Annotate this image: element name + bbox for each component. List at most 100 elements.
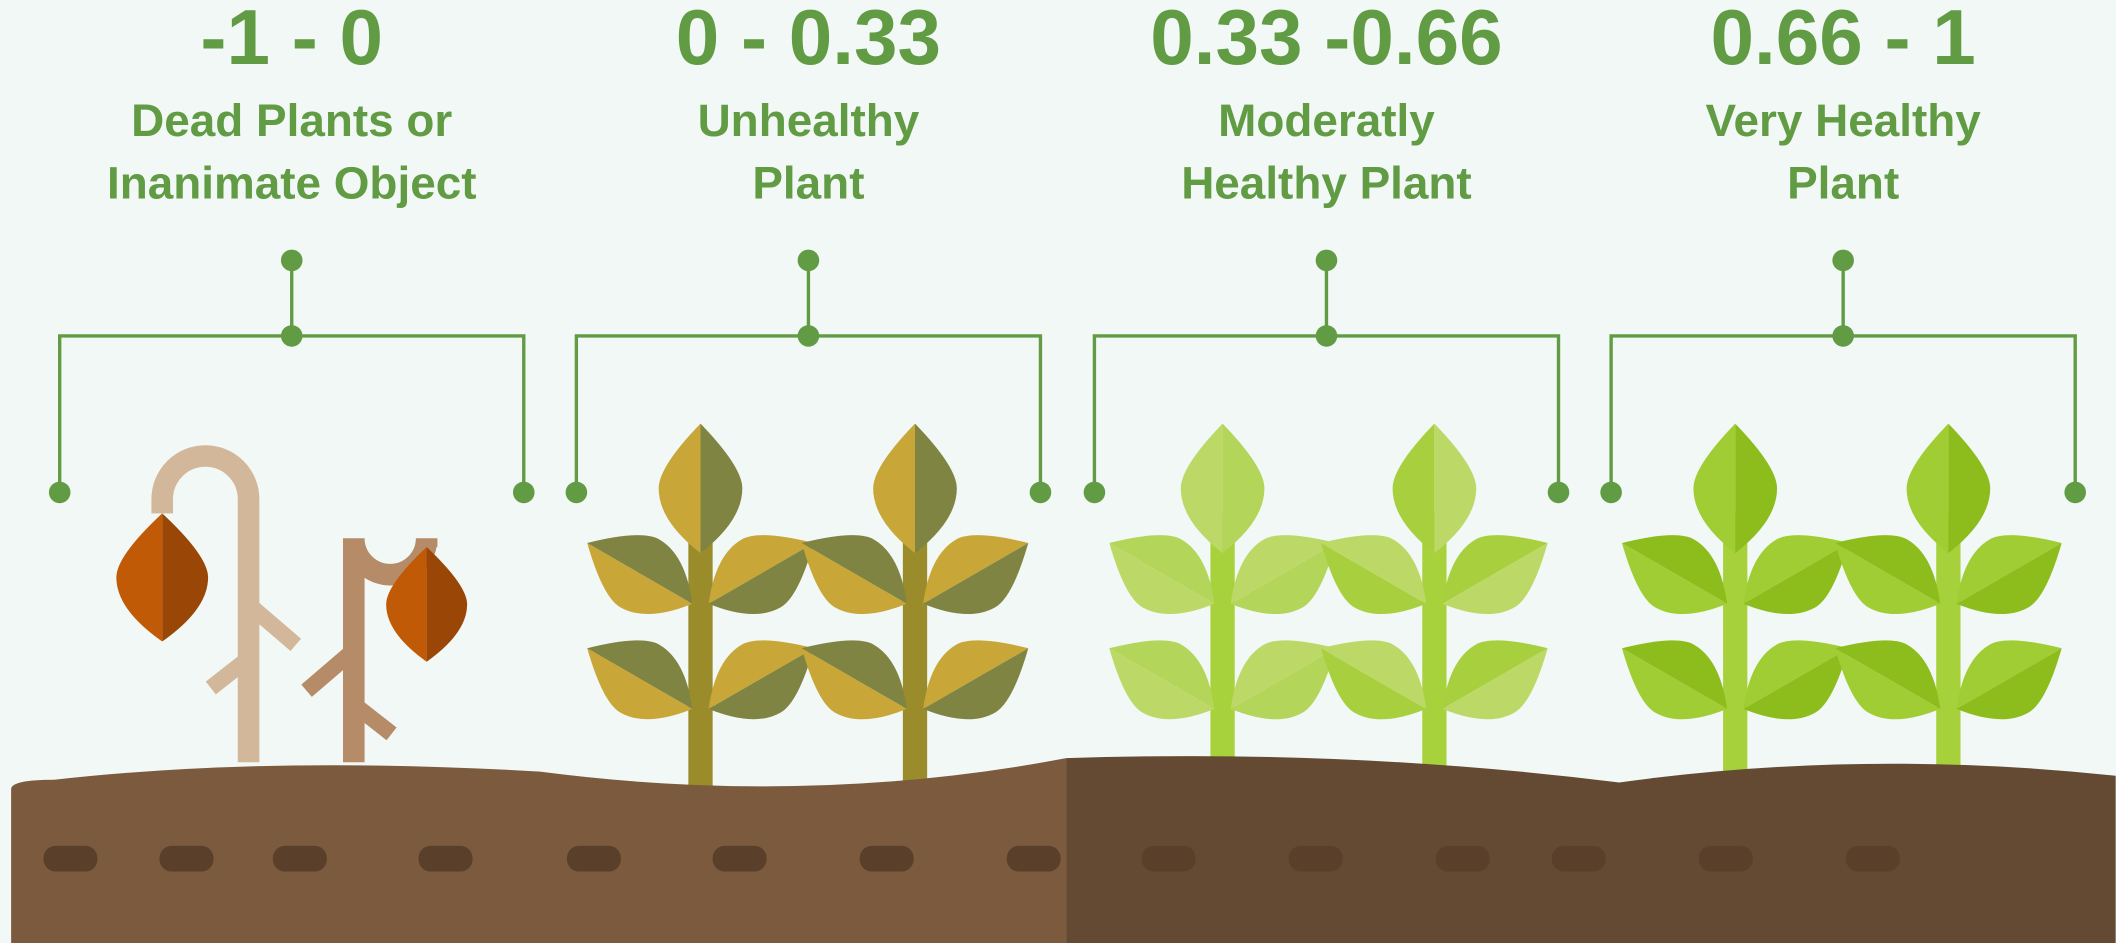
leaf-half <box>1392 423 1435 554</box>
range-label: 0 - 0.33 <box>676 0 941 81</box>
bracket-dot <box>1600 481 1622 504</box>
leaf-half <box>700 423 743 554</box>
leaf <box>1956 535 2062 615</box>
leaf-half <box>426 547 468 662</box>
leaf-half <box>587 640 693 709</box>
leaf <box>801 535 907 615</box>
soil-dash <box>1006 845 1061 872</box>
leaf-half <box>658 423 701 554</box>
bracket-dot <box>2064 481 2086 504</box>
leaf <box>923 640 1029 720</box>
leaf-half <box>923 640 1029 709</box>
leaf-half <box>587 535 693 604</box>
leaf-half <box>587 648 693 720</box>
leaf <box>1693 423 1778 554</box>
soil-dash <box>1288 845 1343 872</box>
dead-stem <box>151 445 260 763</box>
category-label: Moderatly <box>1218 94 1435 146</box>
leaf-half <box>923 648 1029 720</box>
leaf-half <box>1321 535 1427 604</box>
soil-dash <box>418 845 473 872</box>
leaf <box>1442 535 1548 615</box>
leaf-half <box>708 640 814 709</box>
bracket-dot <box>797 249 820 272</box>
leaf <box>1906 423 1991 554</box>
bracket-dot <box>1029 481 1052 504</box>
leaf <box>1321 535 1427 615</box>
leaf-half <box>923 535 1029 604</box>
leaf-half <box>1621 543 1728 615</box>
leaf-half <box>1109 640 1215 709</box>
leaf <box>587 640 693 720</box>
soil-left <box>11 758 1067 943</box>
leaf-half <box>1230 543 1336 615</box>
leaf-half <box>1230 535 1336 604</box>
stem <box>1936 512 1961 796</box>
leaf <box>1109 640 1215 720</box>
category-label: Unhealthy <box>698 94 920 146</box>
leaf <box>873 423 957 554</box>
leaf <box>1743 535 1849 615</box>
dead-branch <box>205 598 302 695</box>
leaf-half <box>708 535 814 604</box>
leaf-half <box>914 423 957 554</box>
leaf <box>1230 535 1336 615</box>
category-label: Healthy Plant <box>1181 156 1472 208</box>
soil-dash <box>1551 845 1606 872</box>
bracket-dot <box>1832 249 1854 272</box>
leaf <box>1109 535 1215 615</box>
leaf-half <box>1835 543 1941 615</box>
leaf-half <box>1743 543 1849 615</box>
leaf-half <box>1735 423 1778 554</box>
leaf-half <box>1621 648 1728 720</box>
leaf-half <box>801 640 907 709</box>
leaf-half <box>708 648 814 720</box>
leaf-half <box>923 543 1029 615</box>
category-label: Plant <box>1787 156 1899 208</box>
leaf-half <box>1743 640 1849 709</box>
dead-branch <box>301 644 397 741</box>
leaf <box>658 423 743 554</box>
soil <box>11 756 2116 943</box>
leaf-half <box>1835 640 1941 709</box>
bracket-dot <box>512 481 535 504</box>
bracket-dot <box>1547 481 1570 504</box>
category-label: Inanimate Object <box>107 156 477 208</box>
leaf-half <box>1621 640 1728 709</box>
leaf <box>708 535 814 615</box>
leaf-half <box>1948 423 1991 554</box>
leaf <box>587 535 693 615</box>
leaf <box>1743 640 1849 720</box>
leaf-half <box>587 543 693 615</box>
leaf-half <box>1442 543 1548 615</box>
category-label: Very Healthy <box>1705 94 1981 146</box>
leaf-half <box>1835 648 1941 720</box>
leaf <box>801 640 907 720</box>
leaf-half <box>386 547 427 662</box>
leaf-half <box>1109 543 1215 615</box>
leaf-half <box>1442 648 1548 720</box>
leaf <box>1321 640 1427 720</box>
leaf-half <box>1230 640 1336 709</box>
leaf-half <box>1222 423 1265 554</box>
soil-dash <box>859 845 914 872</box>
leaf-half <box>116 513 163 642</box>
leaf <box>1180 423 1265 554</box>
leaf-half <box>1109 648 1215 720</box>
leaf-half <box>801 648 907 720</box>
range-label: 0.33 -0.66 <box>1150 0 1502 81</box>
leaf-half <box>1109 535 1215 604</box>
leaf <box>923 535 1029 615</box>
soil-dash <box>43 845 98 872</box>
bracket-dot <box>797 325 820 347</box>
leaf-half <box>873 423 915 554</box>
leaf <box>1442 640 1548 720</box>
leaf-half <box>162 513 209 642</box>
leaf-half <box>1321 640 1427 709</box>
leaf-half <box>1321 648 1427 720</box>
leaf-half <box>1621 535 1728 604</box>
bracket-dot <box>1315 249 1338 272</box>
leaf-half <box>1321 543 1427 615</box>
leaf-half <box>1956 535 2062 604</box>
soil-dash <box>1845 845 1900 872</box>
